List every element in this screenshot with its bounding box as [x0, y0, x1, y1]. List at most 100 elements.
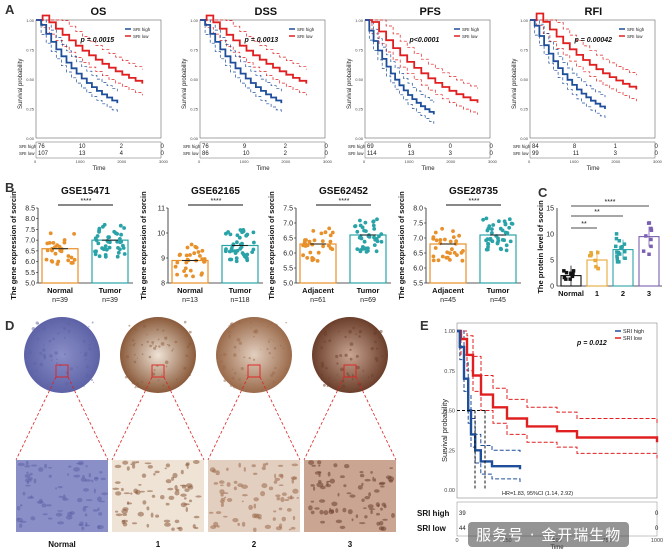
data-point: [497, 219, 501, 224]
km-title: PFS: [420, 6, 441, 18]
cell-nucleus: [243, 467, 246, 472]
data-point: [175, 260, 180, 265]
cell-speck: [373, 328, 377, 332]
km-legend-high: SRI high: [297, 27, 315, 32]
data-point: [251, 247, 256, 252]
cell-nucleus: [155, 514, 160, 518]
cell-nucleus: [335, 508, 339, 513]
cell-speck: [40, 384, 43, 387]
cell-nucleus: [114, 481, 121, 484]
data-point: [44, 257, 49, 262]
cell-speck: [240, 367, 244, 371]
cell-nucleus: [96, 525, 104, 530]
km-ylabel: Survival probability: [512, 59, 518, 109]
y-tick-label: 5: [550, 258, 554, 265]
cell-speck: [220, 360, 223, 363]
group-n: n=45: [490, 297, 506, 304]
cell-nucleus: [115, 510, 119, 513]
cell-speck: [175, 378, 178, 381]
cell-nucleus: [57, 521, 65, 525]
risk-high-count: 2: [120, 144, 124, 150]
zoom-box: [247, 364, 261, 378]
cell-nucleus: [376, 512, 380, 516]
data-point: [372, 243, 377, 247]
cell-speck: [358, 335, 361, 338]
group-label: Tumor: [229, 286, 252, 295]
data-point: [495, 241, 500, 246]
km-ytick: 1.00: [190, 18, 199, 23]
cell-speck: [91, 371, 93, 373]
data-point: [438, 238, 443, 242]
cell-nucleus: [68, 465, 72, 468]
cell-nucleus: [347, 509, 353, 515]
cell-nucleus: [329, 507, 332, 512]
km-ylabel: Survival probability: [440, 399, 449, 462]
cell-nucleus: [339, 525, 346, 529]
km-ci-high-lower: [530, 19, 606, 119]
cell-speck: [132, 344, 135, 347]
cell-speck: [188, 342, 192, 346]
zoom-box: [55, 364, 69, 378]
cell-nucleus: [318, 464, 321, 467]
cell-speck: [234, 372, 237, 375]
cell-speck: [320, 377, 324, 381]
risk-low-count: 10: [243, 151, 250, 157]
data-point: [233, 249, 238, 253]
cell-nucleus: [57, 510, 64, 512]
data-point: [451, 229, 455, 233]
data-point: [97, 228, 101, 233]
data-point: [571, 272, 575, 276]
data-point: [644, 234, 648, 238]
data-point: [62, 240, 67, 245]
cell-nucleus: [48, 466, 53, 469]
data-point: [499, 247, 503, 252]
data-point: [229, 257, 234, 262]
cell-speck: [85, 358, 87, 361]
data-point: [191, 274, 195, 279]
cell-speck: [124, 375, 128, 379]
cell-nucleus: [146, 506, 150, 511]
cell-speck: [148, 355, 152, 359]
data-point: [53, 251, 58, 256]
data-point: [305, 256, 310, 260]
cell-nucleus: [165, 502, 170, 506]
y-tick-label: 5.0: [25, 281, 35, 288]
cell-nucleus: [126, 466, 130, 471]
data-point: [615, 256, 619, 261]
cell-nucleus: [17, 462, 25, 467]
risk-low-count: 0: [161, 151, 165, 157]
cell-nucleus: [85, 465, 88, 468]
zoom-line-left: [207, 376, 249, 461]
group-n: n=45: [440, 297, 456, 304]
cell-nucleus: [284, 499, 290, 501]
data-point: [379, 239, 384, 244]
data-point: [508, 239, 513, 244]
cell-nucleus: [281, 516, 286, 522]
cell-speck: [274, 323, 278, 327]
cell-speck: [229, 383, 234, 387]
y-tick-label: 8.0: [25, 216, 35, 223]
cell-nucleus: [364, 496, 371, 500]
cell-nucleus: [193, 460, 200, 464]
cell-nucleus: [342, 507, 347, 513]
km-ci-high-lower: [200, 19, 282, 113]
km-xtick: 3000: [323, 159, 333, 164]
cell-speck: [36, 337, 40, 341]
risk-low-count: 2: [284, 151, 288, 157]
cell-nucleus: [273, 480, 278, 484]
cell-speck: [133, 360, 137, 364]
cell-speck: [351, 378, 354, 381]
y-tick-label: 7.0: [413, 236, 423, 243]
risk-low-count: 114: [367, 151, 377, 157]
cell-nucleus: [238, 462, 241, 468]
data-point: [104, 247, 109, 252]
km-plot-pfs: PFS Survival probability 0.00 0.25 0.50 0.75 1…: [347, 6, 498, 172]
km-ytick: 0.25: [444, 448, 455, 454]
data-point: [440, 254, 445, 259]
km-ytick: 0.50: [520, 77, 529, 82]
data-point: [330, 230, 335, 235]
data-point: [328, 233, 333, 238]
data-point: [312, 238, 317, 243]
cell-nucleus: [77, 497, 83, 503]
cell-nucleus: [77, 461, 84, 466]
